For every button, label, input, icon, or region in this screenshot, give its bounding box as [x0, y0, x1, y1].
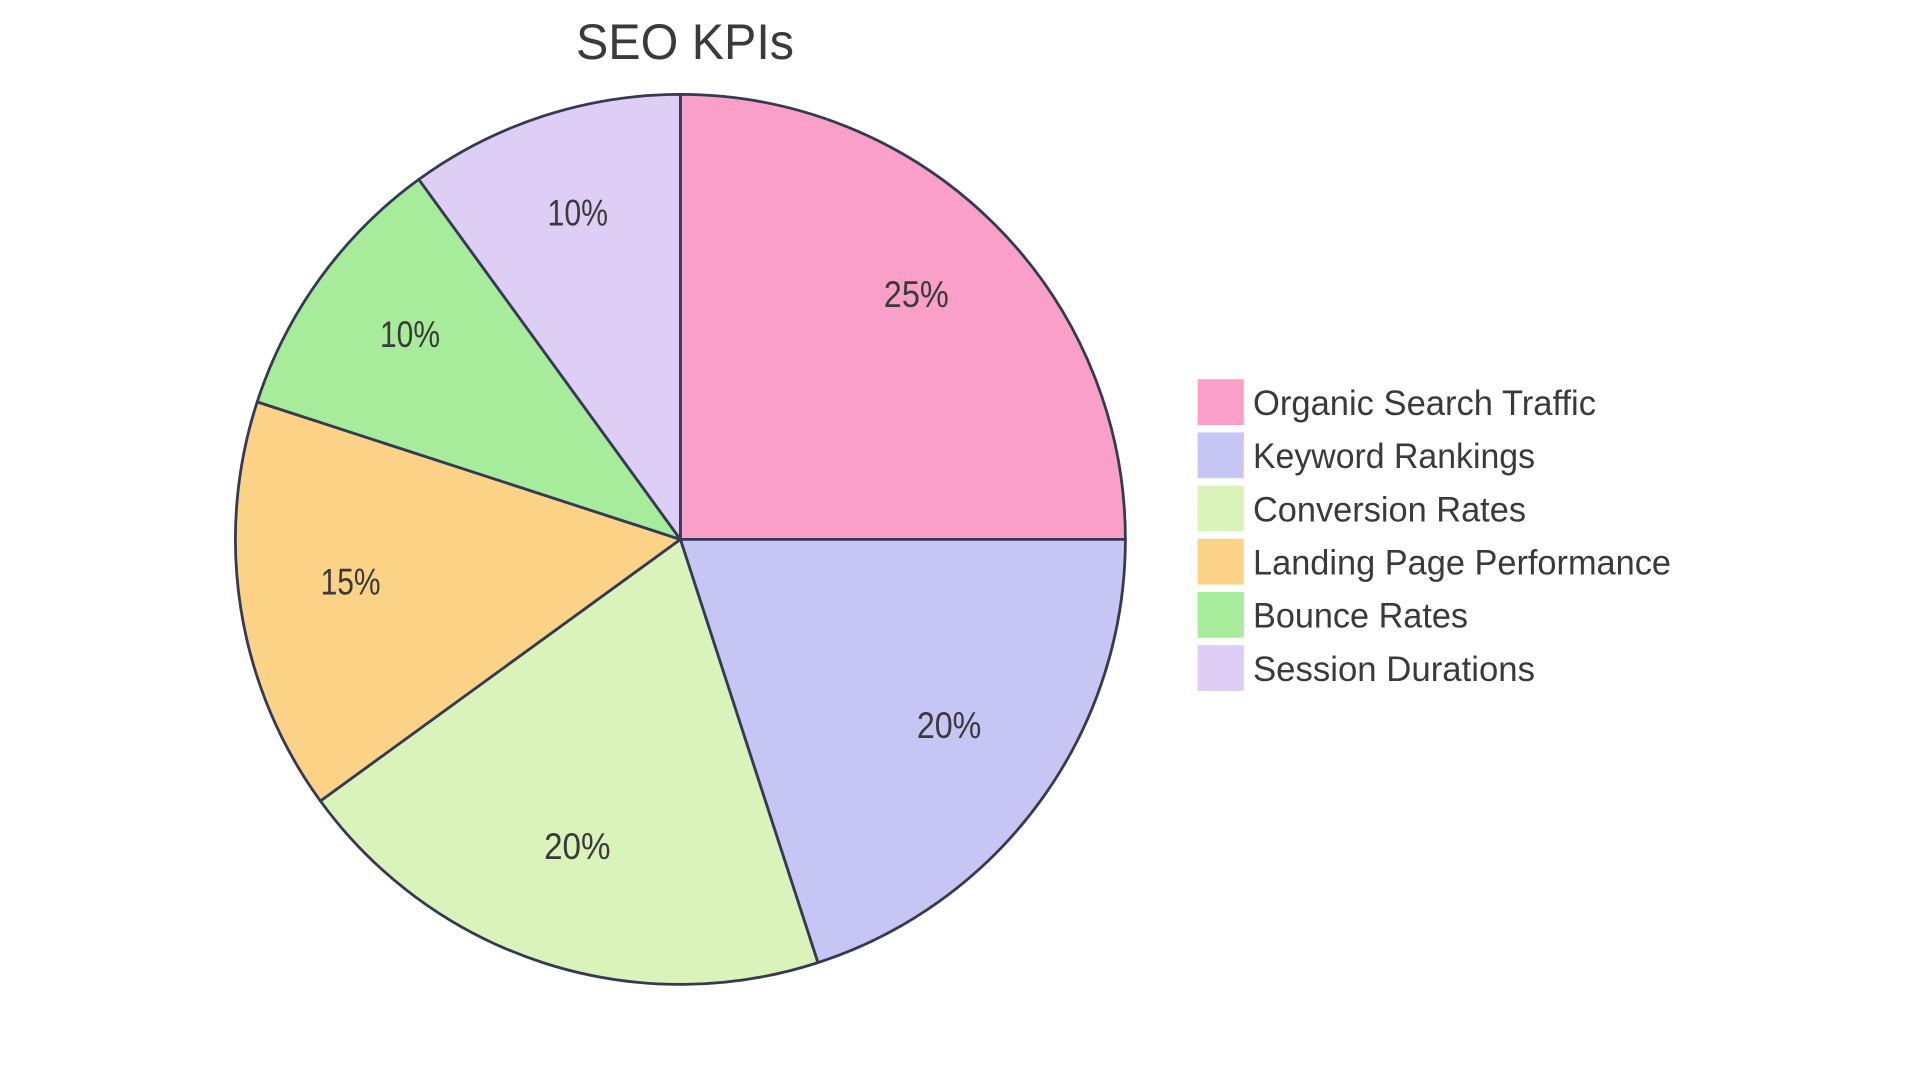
svg-text:25%: 25% — [884, 273, 949, 315]
svg-text:10%: 10% — [380, 313, 440, 355]
svg-text:Session Durations: Session Durations — [1253, 650, 1535, 689]
svg-text:Keyword Rankings: Keyword Rankings — [1253, 437, 1535, 476]
svg-text:SEO KPIs: SEO KPIs — [576, 13, 794, 70]
svg-text:Bounce Rates: Bounce Rates — [1253, 597, 1468, 636]
svg-text:10%: 10% — [548, 192, 609, 234]
svg-text:15%: 15% — [321, 561, 381, 603]
svg-text:20%: 20% — [544, 825, 610, 867]
svg-text:20%: 20% — [917, 704, 982, 746]
svg-text:Organic Search Traffic: Organic Search Traffic — [1253, 384, 1596, 423]
svg-text:Landing Page Performance: Landing Page Performance — [1253, 544, 1671, 583]
svg-text:Conversion Rates: Conversion Rates — [1253, 490, 1526, 529]
